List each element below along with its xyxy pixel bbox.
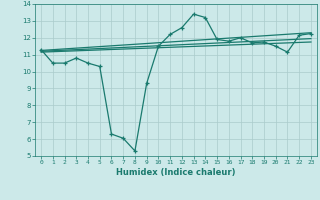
X-axis label: Humidex (Indice chaleur): Humidex (Indice chaleur)	[116, 168, 236, 177]
